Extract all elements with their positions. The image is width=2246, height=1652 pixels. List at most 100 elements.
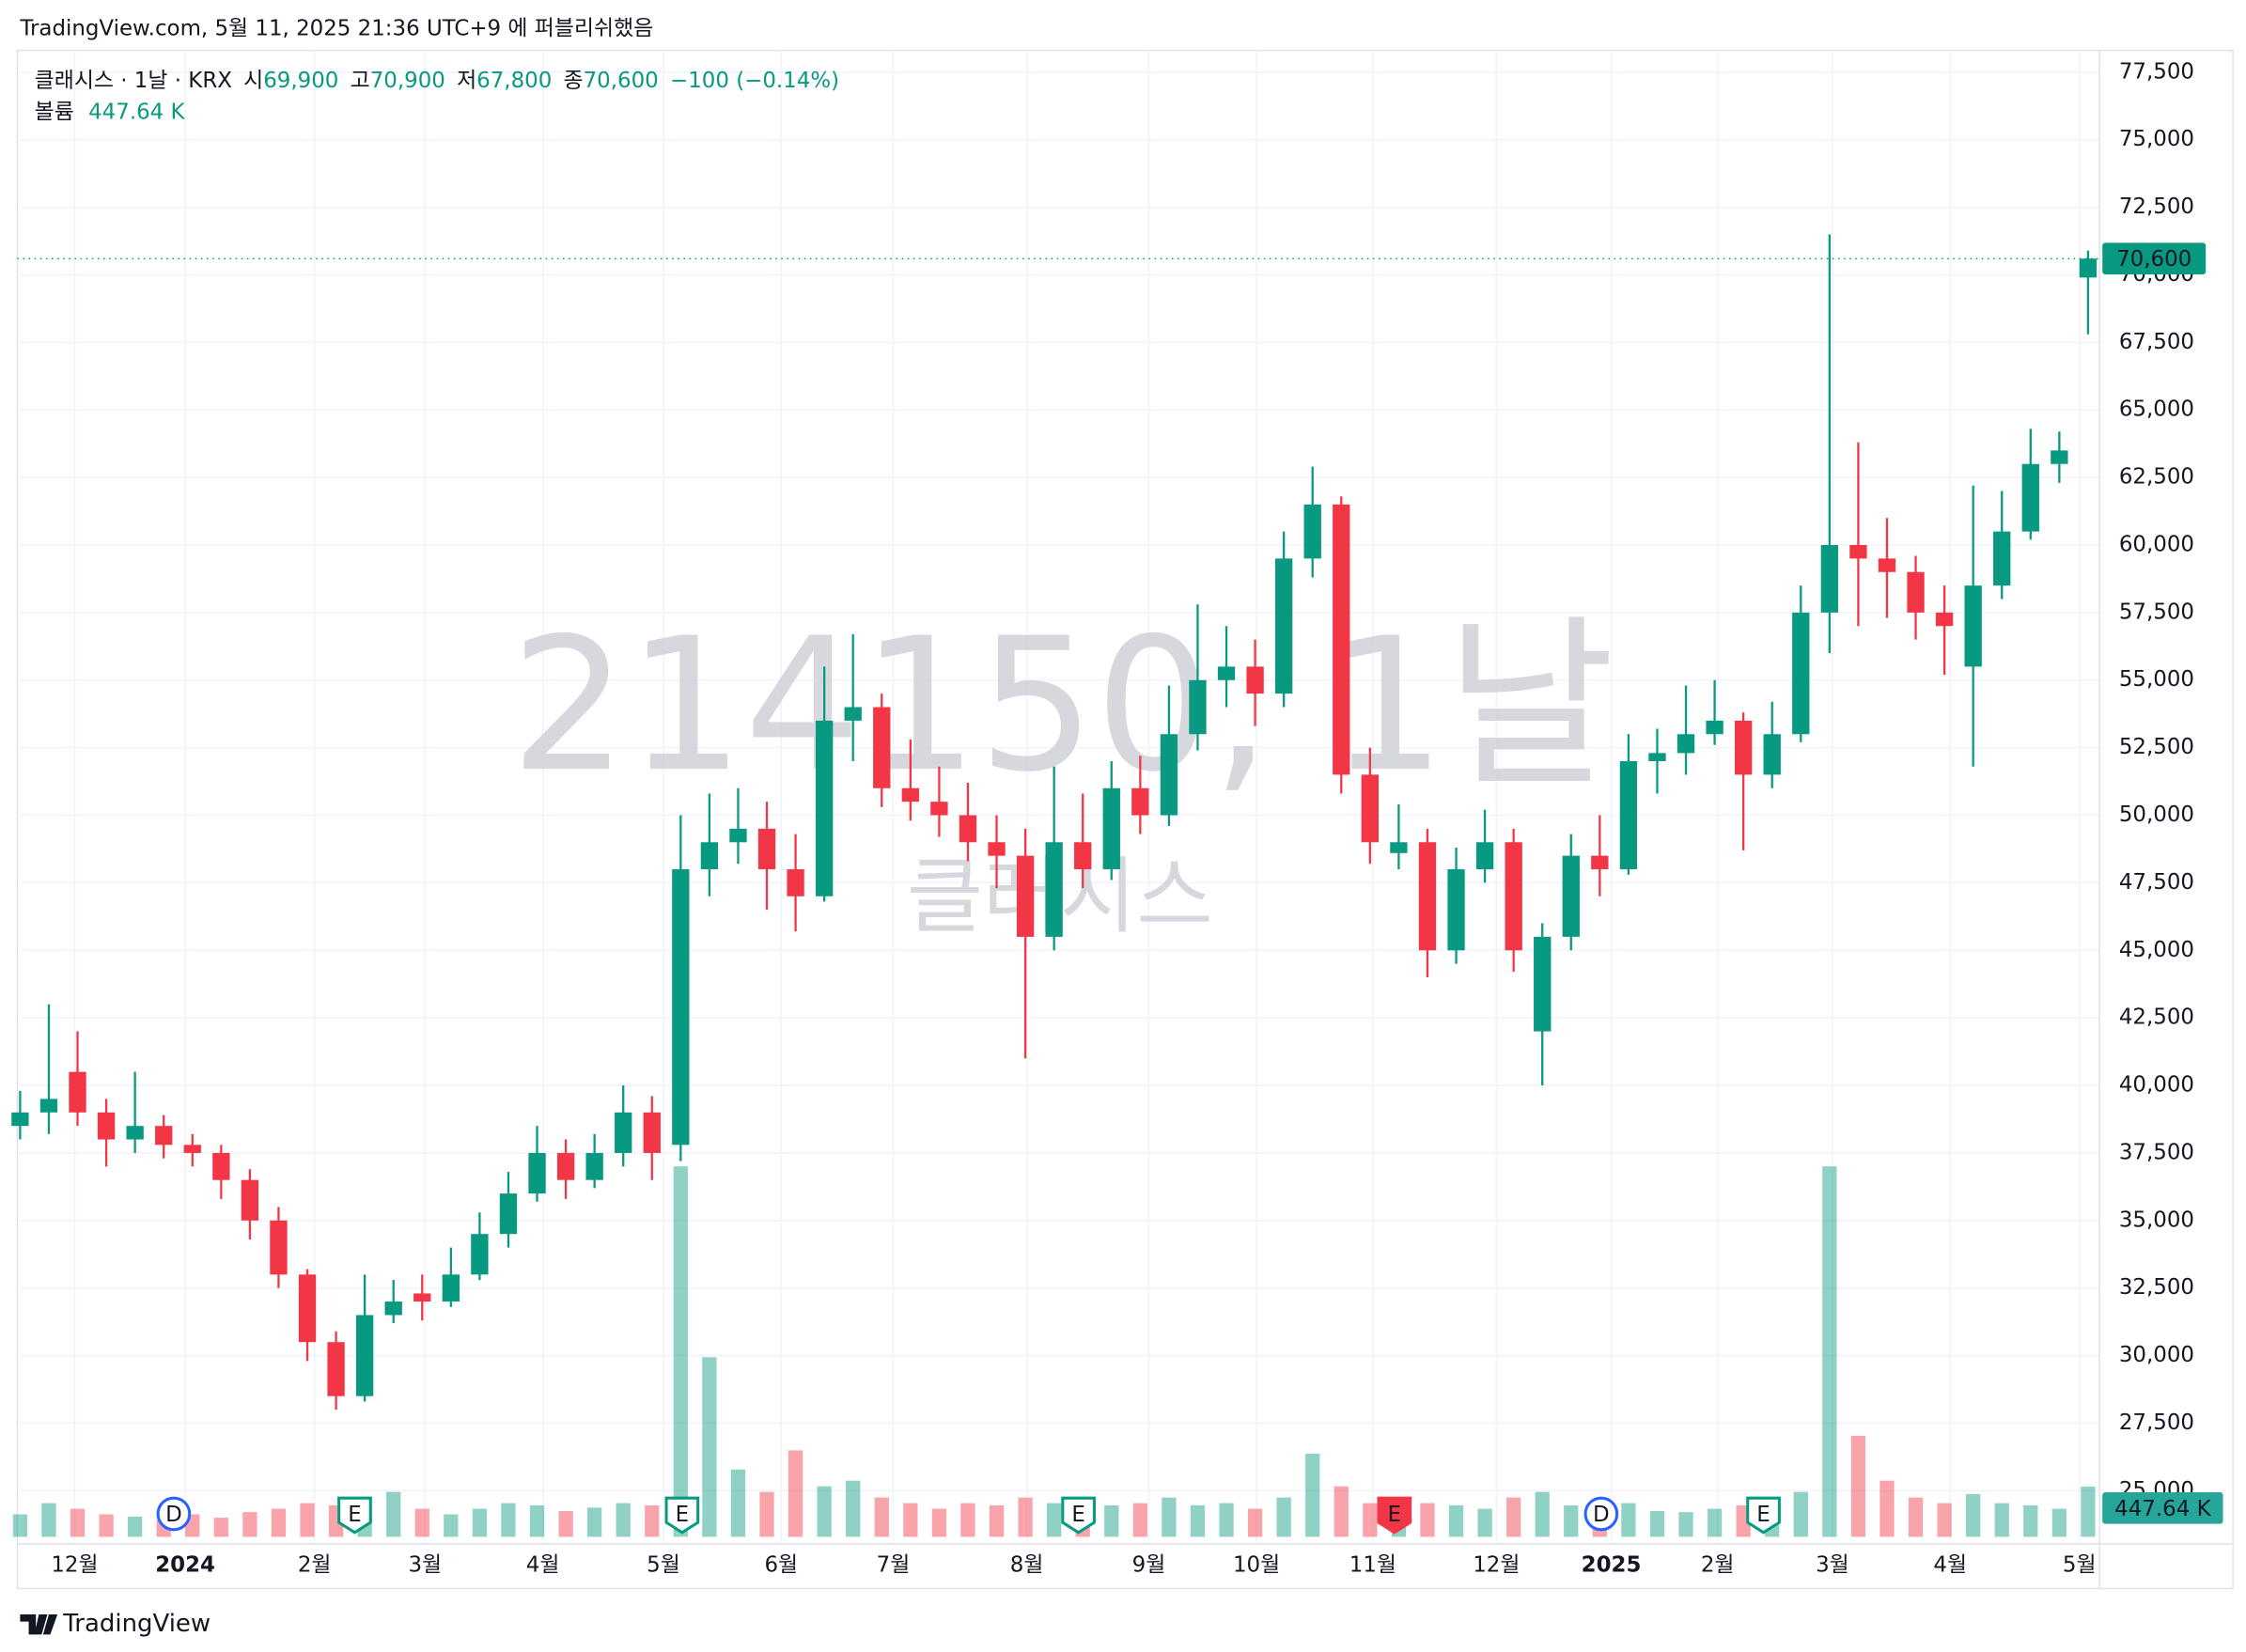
candle-body bbox=[1189, 679, 1207, 735]
candle-body bbox=[413, 1293, 431, 1302]
volume-tag bbox=[2102, 1492, 2223, 1524]
y-tick-label: 40,000 bbox=[2119, 1073, 2194, 1098]
candle-body bbox=[815, 720, 834, 896]
volume-bar bbox=[702, 1357, 717, 1537]
candle-body bbox=[1102, 787, 1120, 870]
candle-body bbox=[1361, 774, 1380, 843]
volume-bar bbox=[931, 1508, 947, 1537]
candle-body bbox=[442, 1274, 460, 1302]
legend-value: 67,800 bbox=[476, 68, 552, 92]
candle-body bbox=[298, 1274, 317, 1343]
volume-bar bbox=[128, 1516, 143, 1537]
volume-bar bbox=[730, 1469, 746, 1537]
legend-value: 70,600 bbox=[584, 68, 659, 92]
candle-body bbox=[1964, 585, 1982, 667]
event-marker[interactable] bbox=[1583, 1496, 1619, 1532]
candle-body bbox=[270, 1220, 288, 1275]
candle-body bbox=[757, 828, 776, 870]
legend-label: 시 bbox=[243, 68, 263, 92]
y-tick-label: 37,500 bbox=[2119, 1140, 2194, 1164]
event-label: D bbox=[1593, 1503, 1610, 1527]
volume-bar bbox=[1879, 1480, 1895, 1537]
volume-bar bbox=[41, 1503, 56, 1537]
candle-body bbox=[1935, 612, 1954, 627]
volume-bar bbox=[1908, 1497, 1924, 1537]
candle-body bbox=[1648, 753, 1666, 762]
candle-body bbox=[183, 1145, 201, 1153]
volume-bar bbox=[529, 1504, 545, 1537]
candle-body bbox=[1534, 936, 1552, 1032]
y-tick-label: 57,500 bbox=[2119, 600, 2194, 624]
y-tick-label: 67,500 bbox=[2119, 330, 2194, 354]
candle-body bbox=[1074, 842, 1092, 870]
legend-label: 저 bbox=[457, 68, 476, 92]
volume-bar bbox=[1678, 1512, 1693, 1537]
candle-body bbox=[39, 1099, 58, 1113]
volume-bar bbox=[1247, 1508, 1263, 1537]
last-price-tag bbox=[2102, 242, 2207, 275]
volume-bar bbox=[558, 1510, 573, 1537]
event-marker[interactable] bbox=[337, 1496, 372, 1535]
legend-label: 볼륨 bbox=[35, 100, 74, 124]
volume-bar bbox=[817, 1486, 832, 1537]
event-marker[interactable] bbox=[1061, 1496, 1096, 1535]
candle-body bbox=[1562, 855, 1580, 937]
y-tick-label: 47,500 bbox=[2119, 870, 2194, 895]
x-tick-label: 11월 bbox=[1349, 1552, 1396, 1577]
volume-bar bbox=[1506, 1497, 1521, 1537]
legend-change: −100 (−0.14%) bbox=[670, 68, 839, 92]
volume-bar bbox=[960, 1503, 975, 1537]
candle-body bbox=[355, 1315, 374, 1396]
candle-body bbox=[643, 1112, 661, 1153]
volume-bar bbox=[1219, 1503, 1234, 1537]
volume-bar bbox=[70, 1508, 86, 1537]
candle-body bbox=[615, 1112, 632, 1153]
volume-bar bbox=[271, 1508, 287, 1537]
volume-bar bbox=[300, 1503, 315, 1537]
volume-bar bbox=[2023, 1504, 2038, 1537]
candle-body bbox=[1792, 612, 1810, 735]
event-marker[interactable] bbox=[156, 1496, 192, 1532]
event-marker[interactable] bbox=[1377, 1496, 1412, 1535]
volume-bar bbox=[1018, 1497, 1033, 1537]
volume-bar bbox=[616, 1503, 631, 1537]
event-label: E bbox=[348, 1503, 361, 1527]
volume-bar bbox=[1047, 1503, 1062, 1537]
x-tick-label: 2월 bbox=[1701, 1552, 1735, 1577]
plot bbox=[11, 234, 2100, 1537]
candle-body bbox=[1619, 761, 1638, 870]
y-tick-label: 30,000 bbox=[2119, 1343, 2194, 1367]
event-label: E bbox=[1388, 1503, 1401, 1527]
y-tick-label: 60,000 bbox=[2119, 532, 2194, 556]
candle-body bbox=[471, 1234, 489, 1275]
candle-body bbox=[1591, 855, 1609, 870]
volume-bar bbox=[472, 1508, 488, 1537]
y-tick-label: 75,000 bbox=[2119, 127, 2194, 151]
event-marker[interactable] bbox=[664, 1496, 700, 1535]
y-tick-label: 32,500 bbox=[2119, 1275, 2194, 1300]
volume-bar bbox=[1564, 1504, 1579, 1537]
event-marker[interactable] bbox=[1746, 1496, 1781, 1535]
footer: TradingView bbox=[62, 1610, 211, 1638]
candle-body bbox=[1677, 734, 1695, 754]
volume-bar bbox=[1363, 1503, 1378, 1537]
volume-bar bbox=[386, 1491, 401, 1537]
candle-body bbox=[700, 842, 719, 870]
candle-body bbox=[787, 869, 804, 896]
volume-bar bbox=[1190, 1504, 1206, 1537]
candle-body bbox=[212, 1152, 230, 1180]
legend: 클래시스 · 1날 · KRX 시69,900 고70,900 저67,800 종70,… bbox=[35, 68, 839, 92]
candle-body bbox=[384, 1301, 402, 1316]
candle-body bbox=[1274, 558, 1293, 694]
volume-bar bbox=[1822, 1166, 1837, 1537]
x-tick-label: 9월 bbox=[1132, 1552, 1166, 1577]
volume-bar bbox=[1793, 1491, 1808, 1537]
candle-body bbox=[1849, 544, 1867, 559]
volume-bar bbox=[759, 1491, 774, 1537]
y-tick-label: 77,500 bbox=[2119, 59, 2194, 84]
event-label: D bbox=[165, 1503, 182, 1527]
x-tick-label: 5월 bbox=[2063, 1552, 2097, 1577]
volume-bar bbox=[414, 1508, 429, 1537]
candle-body bbox=[556, 1152, 575, 1180]
